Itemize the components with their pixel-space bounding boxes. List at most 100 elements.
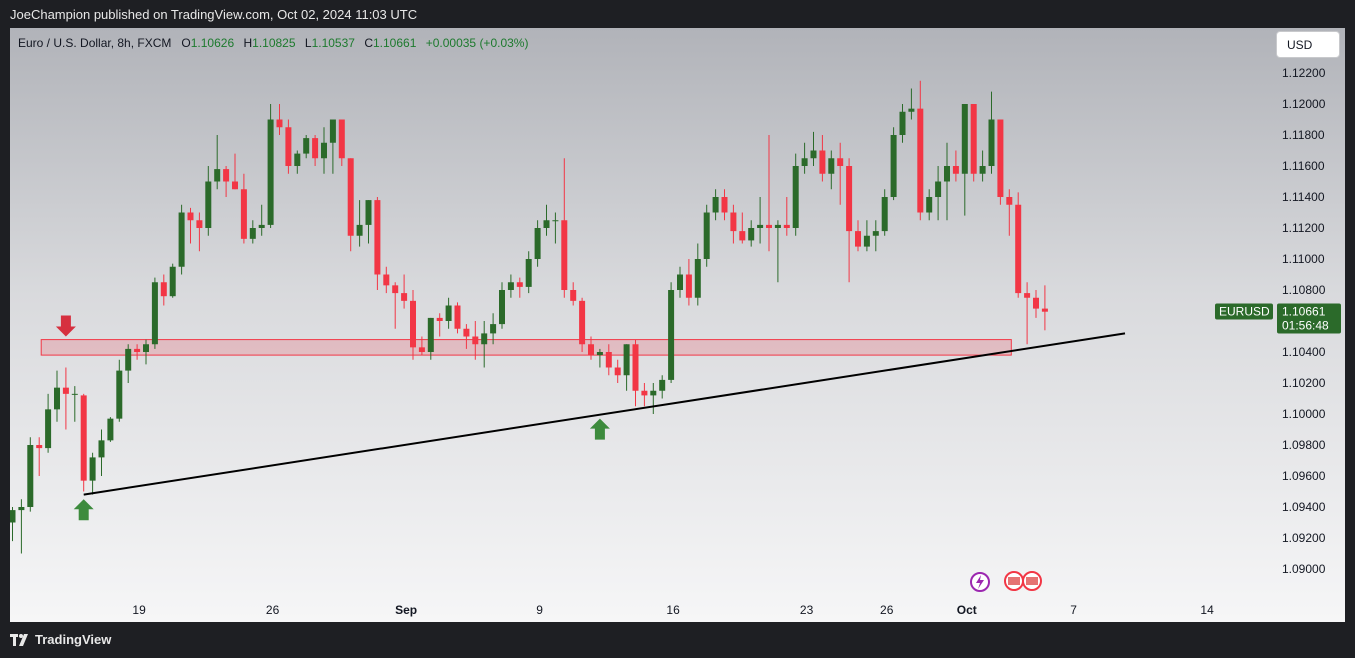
candle[interactable] xyxy=(27,437,34,512)
candle[interactable] xyxy=(534,220,541,267)
candle[interactable] xyxy=(10,507,16,542)
candle[interactable] xyxy=(249,220,256,244)
candle[interactable] xyxy=(579,297,586,352)
arrow-down-icon[interactable] xyxy=(55,315,76,337)
trendline[interactable] xyxy=(83,332,1126,496)
candle[interactable] xyxy=(36,437,43,476)
candle[interactable] xyxy=(125,344,132,383)
candle[interactable] xyxy=(730,204,737,244)
candle[interactable] xyxy=(721,189,728,221)
candle[interactable] xyxy=(71,386,78,422)
candle[interactable] xyxy=(160,274,167,306)
candle[interactable] xyxy=(240,173,247,244)
candle[interactable] xyxy=(961,104,968,216)
candle[interactable] xyxy=(917,80,924,221)
candle[interactable] xyxy=(677,266,683,298)
candle[interactable] xyxy=(276,104,283,135)
candle[interactable] xyxy=(463,324,470,349)
candle[interactable] xyxy=(623,344,630,391)
candle[interactable] xyxy=(828,150,835,190)
candle[interactable] xyxy=(561,158,568,298)
candle[interactable] xyxy=(926,189,933,221)
candle[interactable] xyxy=(98,429,105,477)
candle[interactable] xyxy=(383,266,390,294)
candle[interactable] xyxy=(338,119,345,167)
candle[interactable] xyxy=(134,344,141,360)
candle[interactable] xyxy=(650,383,657,414)
candle[interactable] xyxy=(801,142,808,174)
candle[interactable] xyxy=(178,204,185,275)
candle[interactable] xyxy=(472,321,479,360)
candle[interactable] xyxy=(1041,285,1048,331)
candle[interactable] xyxy=(863,220,870,252)
candle[interactable] xyxy=(997,119,1004,205)
candle[interactable] xyxy=(979,150,986,182)
candle[interactable] xyxy=(543,204,550,236)
candle[interactable] xyxy=(766,135,772,252)
candle[interactable] xyxy=(837,142,844,205)
candle[interactable] xyxy=(214,135,221,190)
candlestick-chart[interactable]: 1.12200 1.12000 1.11800 1.11600 1.11400 1.112… xyxy=(10,28,1345,622)
candle[interactable] xyxy=(205,166,212,236)
candle[interactable] xyxy=(45,393,52,453)
candle[interactable] xyxy=(356,200,363,247)
candle[interactable] xyxy=(632,339,639,407)
candle[interactable] xyxy=(846,158,853,283)
candle[interactable] xyxy=(267,104,274,228)
candle[interactable] xyxy=(54,370,60,422)
candle[interactable] xyxy=(872,220,879,252)
candle[interactable] xyxy=(935,166,942,221)
candle[interactable] xyxy=(445,297,452,329)
candle[interactable] xyxy=(410,290,416,360)
candle[interactable] xyxy=(490,313,497,345)
currency-button[interactable]: USD xyxy=(1276,31,1340,58)
chart-area[interactable]: 1.12200 1.12000 1.11800 1.11600 1.11400 1.112… xyxy=(10,28,1345,622)
candle[interactable] xyxy=(481,321,488,368)
footer-brand[interactable]: TradingView xyxy=(10,632,111,647)
candle[interactable] xyxy=(374,197,381,290)
candle[interactable] xyxy=(347,158,354,252)
candle[interactable] xyxy=(169,263,176,298)
candle[interactable] xyxy=(614,359,621,383)
candle[interactable] xyxy=(392,282,399,329)
candle[interactable] xyxy=(1033,290,1039,318)
candle[interactable] xyxy=(1015,192,1022,298)
candle[interactable] xyxy=(507,274,514,298)
candle[interactable] xyxy=(899,104,906,143)
candle[interactable] xyxy=(739,212,746,244)
candle[interactable] xyxy=(187,207,194,244)
candle[interactable] xyxy=(588,336,594,360)
candle[interactable] xyxy=(436,313,443,337)
candle[interactable] xyxy=(329,119,336,174)
candle[interactable] xyxy=(312,135,319,166)
candle[interactable] xyxy=(748,220,755,247)
candle[interactable] xyxy=(988,91,995,174)
candle[interactable] xyxy=(196,212,203,252)
candle[interactable] xyxy=(107,417,114,442)
candle[interactable] xyxy=(890,127,897,201)
candle[interactable] xyxy=(908,88,915,120)
candle[interactable] xyxy=(223,166,230,197)
candle[interactable] xyxy=(855,220,861,252)
candle[interactable] xyxy=(143,339,149,365)
candle[interactable] xyxy=(258,204,265,236)
candle[interactable] xyxy=(685,259,692,306)
candle[interactable] xyxy=(596,348,603,368)
candle[interactable] xyxy=(303,135,310,159)
candle[interactable] xyxy=(774,220,781,283)
candle[interactable] xyxy=(365,200,372,244)
candle[interactable] xyxy=(285,119,292,174)
symbol-title[interactable]: Euro / U.S. Dollar, 8h, FXCM xyxy=(18,36,172,50)
candle[interactable] xyxy=(641,383,648,407)
candle[interactable] xyxy=(694,243,701,306)
candle[interactable] xyxy=(499,282,505,329)
candle[interactable] xyxy=(1006,189,1013,236)
candle[interactable] xyxy=(321,127,327,174)
candle[interactable] xyxy=(525,251,532,294)
candle[interactable] xyxy=(427,317,434,360)
candle[interactable] xyxy=(952,150,959,182)
candle[interactable] xyxy=(605,344,612,376)
candle[interactable] xyxy=(89,452,96,495)
candle[interactable] xyxy=(516,277,523,298)
candle[interactable] xyxy=(783,197,790,236)
